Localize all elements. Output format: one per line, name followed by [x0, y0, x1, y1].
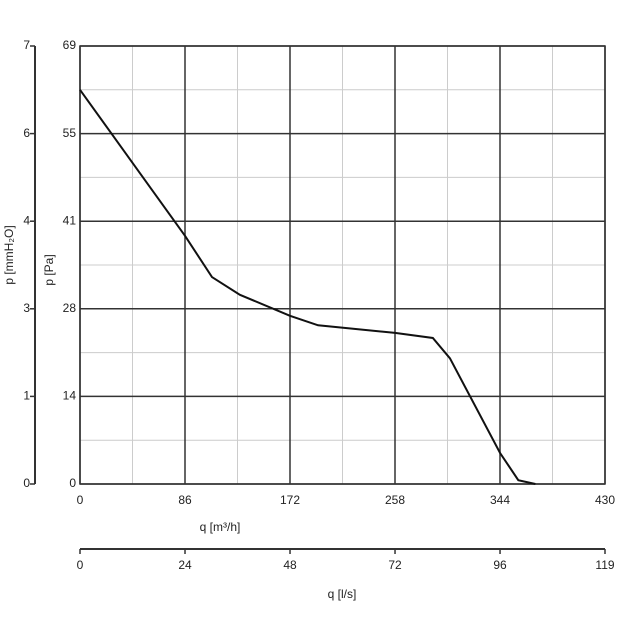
x2-tick-label: 24 — [178, 558, 192, 572]
x-tick-label: 430 — [595, 493, 615, 507]
x2-tick-label: 119 — [595, 558, 614, 572]
y2-tick-label: 7 — [23, 38, 30, 52]
y2-tick-label: 1 — [23, 389, 30, 403]
y-tick-label: 14 — [63, 389, 77, 403]
y-tick-label: 41 — [63, 213, 77, 227]
y2-tick-label: 4 — [23, 213, 30, 227]
x-tick-label: 344 — [490, 493, 510, 507]
plot-frame — [79, 45, 606, 485]
x-tick-label: 86 — [178, 493, 192, 507]
x-tick-label: 0 — [77, 493, 84, 507]
y-tick-label: 28 — [63, 301, 77, 315]
x-tick-label: 172 — [280, 493, 300, 507]
x2-tick-label: 96 — [493, 558, 507, 572]
curve — [79, 89, 536, 485]
x2-tick-label: 0 — [77, 558, 84, 572]
x-tick-label: 258 — [385, 493, 405, 507]
y2-tick-label: 3 — [23, 301, 30, 315]
y-tick-label: 0 — [69, 476, 76, 490]
x-axis-title: q [m³/h] — [200, 520, 241, 534]
x2-tick-label: 72 — [388, 558, 402, 572]
y-axis-title: p [Pa] — [42, 254, 56, 285]
x2-axis-title: q [l/s] — [328, 587, 357, 601]
y-tick-label: 69 — [63, 38, 77, 52]
x2-tick-label: 48 — [283, 558, 297, 572]
y-tick-label: 55 — [63, 126, 77, 140]
y2-axis-title: p [mmH₂O] — [2, 225, 16, 284]
y2-tick-label: 0 — [23, 476, 30, 490]
y2-tick-label: 6 — [23, 126, 30, 140]
